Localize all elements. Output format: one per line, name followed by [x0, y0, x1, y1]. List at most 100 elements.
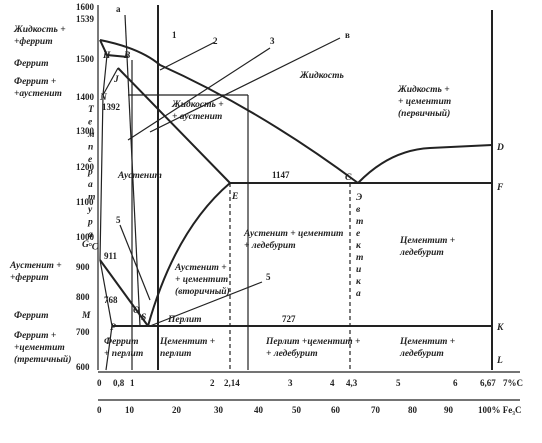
eutectic-letter: в: [356, 205, 361, 215]
point-label: P: [110, 323, 116, 333]
line-number: 2: [213, 36, 218, 46]
point-label: M: [81, 311, 91, 321]
y-tick-label: 800: [76, 292, 90, 302]
cementite-tick-label: 60: [331, 405, 341, 415]
region-label: Аустенит: [117, 171, 162, 181]
y-tick-label: 1539: [76, 14, 95, 24]
axis-letter: е: [88, 155, 93, 165]
point-label: G: [82, 240, 89, 250]
axis-letter: у: [87, 205, 93, 215]
y-tick-label: 1500: [76, 54, 95, 64]
point-label: H: [102, 51, 111, 61]
side-label: Феррит: [14, 311, 48, 321]
region-label: (первичный): [398, 108, 450, 119]
region-label: + перлит: [104, 349, 143, 359]
temperature-label: 911: [104, 251, 118, 261]
line-number: 3: [270, 36, 275, 46]
y-tick-label: 1200: [76, 162, 95, 172]
axis-letter: Т: [88, 105, 95, 115]
point-label: E: [231, 192, 238, 202]
lines: [97, 5, 520, 401]
region-label: Цементит +: [399, 236, 455, 246]
side-label: Феррит +: [14, 331, 56, 341]
carbon-tick-label: 2,14: [224, 378, 240, 388]
eutectic-letter: е: [356, 229, 361, 239]
region-label: + аустенит: [172, 112, 222, 122]
temperature-label: 1147: [272, 170, 290, 180]
region-label: ледебурит: [399, 247, 444, 258]
carbon-tick-label: 3: [288, 378, 293, 388]
line-number: 5: [116, 215, 121, 225]
region-label: Жидкость +: [397, 84, 450, 95]
cementite-tick-label: 0: [97, 405, 102, 415]
eutectic-letter: к: [356, 277, 362, 287]
carbon-tick-label: 7%С: [503, 378, 523, 388]
axis-letter: а: [88, 230, 93, 240]
point-label: S: [141, 313, 146, 323]
region-label: Цементит +: [159, 337, 215, 347]
point-label: J: [113, 75, 119, 85]
region-label: Жидкость +: [171, 99, 224, 110]
line-number: а: [116, 4, 121, 14]
side-label: Аустенит +: [9, 261, 62, 271]
side-label: (третичный): [14, 354, 71, 365]
y-tick-label: 1600: [76, 2, 95, 12]
carbon-tick-label: 0: [97, 378, 102, 388]
region-label: Аустенит + цементит: [243, 229, 343, 239]
side-label: +феррит: [10, 272, 49, 283]
side-label: +феррит: [14, 36, 53, 47]
y-tick-label: 600: [76, 362, 90, 372]
region-label: Перлит: [167, 315, 202, 325]
region-label: Феррит: [104, 337, 138, 347]
eutectic-letter: Э: [356, 193, 362, 203]
y-tick-label: 1100: [76, 197, 94, 207]
point-label: N: [99, 93, 108, 103]
carbon-tick-label: 0,8: [113, 378, 125, 388]
region-label: + ледебурит: [266, 348, 318, 359]
axis-letter: т: [88, 193, 95, 203]
cementite-tick-label: 90: [444, 405, 454, 415]
cementite-tick-label: 30: [214, 405, 224, 415]
line-number: 5: [266, 272, 271, 282]
temperature-label: 768: [104, 295, 118, 305]
region-label: + цементит: [175, 275, 228, 285]
carbon-tick-label: 4,3: [346, 378, 358, 388]
side-label: +аустенит: [14, 89, 62, 99]
y-tick-label: 1000: [76, 232, 95, 242]
region-label: + ледебурит: [244, 240, 296, 251]
cementite-tick-label: 50: [292, 405, 302, 415]
axis-letter: п: [88, 143, 93, 153]
y-tick-label: 1400: [76, 92, 95, 102]
point-label: K: [496, 323, 504, 333]
region-label: + цементит: [398, 97, 451, 107]
eutectic-letter: к: [356, 241, 362, 251]
axis-letter: р: [87, 168, 93, 178]
region-label: Аустенит +: [174, 263, 227, 273]
carbon-tick-label: 5: [396, 378, 401, 388]
side-label: Жидкость +: [13, 24, 66, 35]
region-label: (вторичный): [175, 286, 230, 297]
cementite-tick-label: 20: [172, 405, 182, 415]
carbon-tick-label: 4: [330, 378, 335, 388]
axis-letter: е: [88, 118, 93, 128]
carbon-tick-label: 6: [453, 378, 458, 388]
region-label: перлит: [160, 349, 191, 359]
point-label: D: [496, 143, 504, 153]
line-number: 1: [172, 30, 177, 40]
carbon-tick-label: 1: [130, 378, 135, 388]
point-label: C: [345, 173, 352, 183]
temperature-label: 1392: [102, 102, 121, 112]
region-label: Цементит +: [399, 337, 455, 347]
side-label: Феррит +: [14, 77, 56, 87]
eutectic-letter: т: [356, 217, 363, 227]
side-label: Феррит: [14, 59, 48, 69]
line-number: в: [345, 30, 350, 40]
carbon-tick-label: 2: [210, 378, 215, 388]
cementite-tick-label: 100% Fe₃C: [478, 405, 521, 415]
cementite-tick-label: 40: [254, 405, 264, 415]
eutectic-letter: а: [356, 289, 361, 299]
cementite-tick-label: 10: [125, 405, 135, 415]
axis-letter: м: [87, 130, 95, 140]
